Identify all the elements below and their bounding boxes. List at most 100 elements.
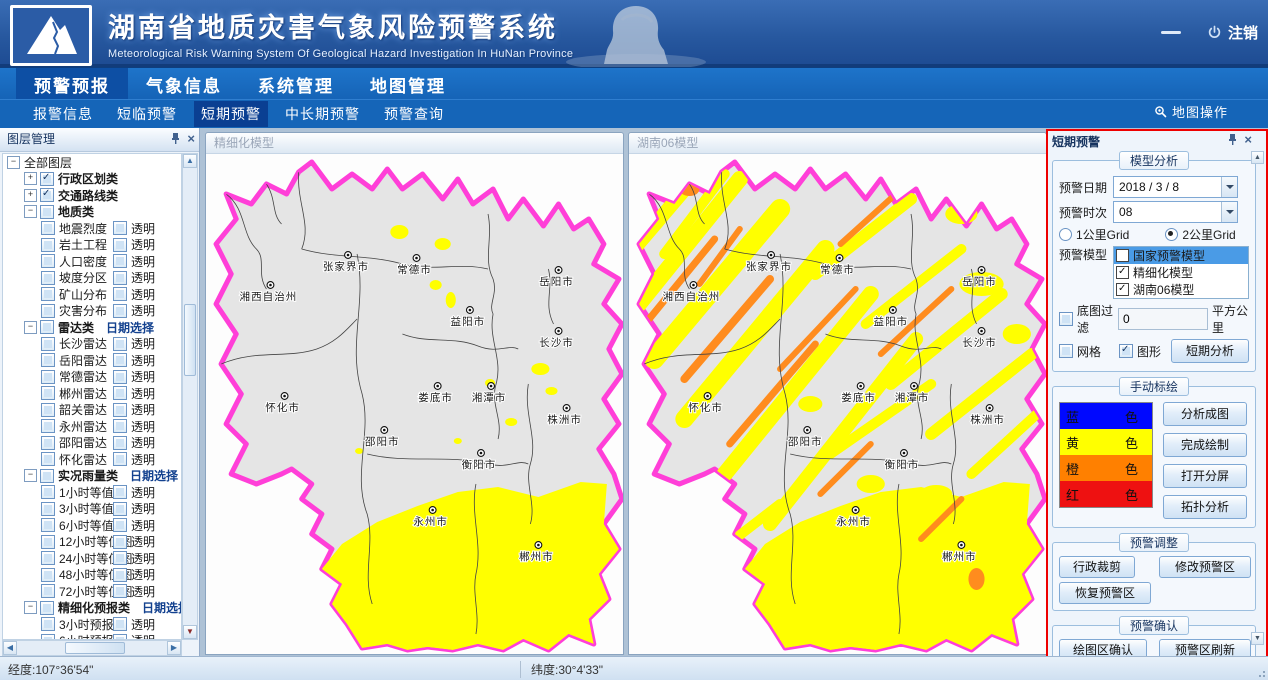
- combo-dropdown-icon[interactable]: [1221, 177, 1238, 197]
- tree-row[interactable]: 地震烈度 透明: [3, 220, 181, 237]
- transparency-checkbox[interactable]: [113, 419, 127, 434]
- map-canvas-hunan06[interactable]: 张家界市 常德市 岳阳市 湘西自治州 益阳市 长沙市 娄底市 湘潭市 怀化市 株洲市 邵阳市 衡阳市永…: [629, 154, 1046, 654]
- nav-item-weather-info[interactable]: 气象信息: [146, 76, 222, 96]
- layer-visibility-checkbox[interactable]: [41, 567, 55, 582]
- minimize-button[interactable]: [1160, 31, 1181, 34]
- model-checkbox[interactable]: [1116, 266, 1130, 279]
- tree-row[interactable]: 岩土工程 透明: [3, 237, 181, 254]
- transparency-checkbox[interactable]: [113, 287, 127, 302]
- layer-visibility-checkbox[interactable]: [41, 221, 55, 236]
- layer-visibility-checkbox[interactable]: [40, 320, 54, 335]
- close-icon[interactable]: ×: [187, 131, 195, 146]
- basemap-filter-label[interactable]: 底图过滤: [1077, 304, 1114, 335]
- tree-row[interactable]: − 实况雨量类 日期选择: [3, 468, 181, 485]
- tree-row[interactable]: 邵阳雷达 透明: [3, 435, 181, 452]
- subnav-warning-query[interactable]: 预警查询: [384, 105, 444, 122]
- grid-1km-label[interactable]: 1公里Grid: [1076, 228, 1130, 242]
- layer-label[interactable]: 韶关雷达: [59, 403, 108, 418]
- layer-label[interactable]: 1小时等值图: [59, 485, 126, 500]
- warning-model-item[interactable]: 国家预警模型: [1114, 247, 1248, 264]
- color-row[interactable]: 蓝色: [1060, 403, 1152, 429]
- layer-visibility-checkbox[interactable]: [41, 551, 55, 566]
- layer-label[interactable]: 岳阳雷达: [59, 353, 108, 368]
- basemap-filter-checkbox[interactable]: [1059, 312, 1073, 326]
- subnav-alarm-info[interactable]: 报警信息: [33, 105, 93, 122]
- transparency-checkbox[interactable]: [113, 254, 127, 269]
- layer-label[interactable]: 3小时等值图: [59, 502, 126, 517]
- scroll-left-icon[interactable]: ◀: [3, 641, 17, 655]
- warning-time-combo[interactable]: 08: [1113, 201, 1239, 223]
- tree-row[interactable]: 常德雷达 透明: [3, 369, 181, 386]
- nav-item-map-mgmt[interactable]: 地图管理: [370, 76, 446, 96]
- transparency-checkbox[interactable]: [113, 353, 127, 368]
- vscroll-thumb[interactable]: [184, 304, 196, 376]
- hscroll-thumb[interactable]: [65, 642, 125, 654]
- model-checkbox[interactable]: [1116, 283, 1130, 296]
- layer-visibility-checkbox[interactable]: [41, 518, 55, 533]
- tree-row[interactable]: 郴州雷达 透明: [3, 385, 181, 402]
- tree-row[interactable]: − 精细化预报类日期选择: [3, 600, 181, 617]
- layer-label[interactable]: 6小时等值图: [59, 518, 126, 533]
- layer-label[interactable]: 3小时预报图: [59, 617, 126, 632]
- tree-row[interactable]: 48小时等值图 透明: [3, 567, 181, 584]
- layer-label[interactable]: 坡度分区: [59, 271, 108, 286]
- sidebar-horizontal-scrollbar[interactable]: ◀ ▶: [2, 640, 182, 656]
- layer-visibility-checkbox[interactable]: [41, 254, 55, 269]
- grid-2km-radio[interactable]: [1165, 228, 1179, 241]
- layer-label[interactable]: 岩土工程: [59, 238, 108, 253]
- transparency-checkbox[interactable]: [113, 551, 127, 566]
- layer-visibility-checkbox[interactable]: [41, 303, 55, 318]
- layer-visibility-checkbox[interactable]: [41, 617, 55, 632]
- layer-visibility-checkbox[interactable]: [41, 435, 55, 450]
- warning-date-combo[interactable]: 2018 / 3 / 8: [1113, 176, 1239, 198]
- transparency-checkbox[interactable]: [113, 633, 127, 639]
- tree-row[interactable]: − 雷达类 日期选择: [3, 319, 181, 336]
- layer-label[interactable]: 实况雨量类: [58, 469, 119, 484]
- panel-scroll-up-icon[interactable]: ▲: [1251, 151, 1264, 164]
- layer-visibility-checkbox[interactable]: [41, 336, 55, 351]
- layer-label[interactable]: 邵阳雷达: [59, 436, 108, 451]
- tree-row[interactable]: 怀化雷达 透明: [3, 451, 181, 468]
- tree-row[interactable]: 12小时等值图 透明: [3, 534, 181, 551]
- refresh-warning-zone-button[interactable]: 预警区刷新: [1159, 639, 1251, 659]
- layer-visibility-checkbox[interactable]: [40, 171, 54, 186]
- layer-visibility-checkbox[interactable]: [40, 600, 54, 615]
- sidebar-vertical-scrollbar[interactable]: ▲ ▼: [182, 153, 198, 640]
- pin-icon[interactable]: [1228, 133, 1237, 146]
- warning-model-item[interactable]: 精细化模型: [1114, 264, 1248, 281]
- map-operations-button[interactable]: 地图操作: [1154, 102, 1228, 121]
- tree-expander-icon[interactable]: −: [24, 469, 37, 483]
- tree-row[interactable]: − 全部图层: [3, 154, 181, 171]
- layer-label[interactable]: 交通路线类: [58, 188, 119, 203]
- layer-visibility-checkbox[interactable]: [41, 386, 55, 401]
- shape-checkbox-label[interactable]: 图形: [1137, 344, 1162, 359]
- layer-visibility-checkbox[interactable]: [41, 501, 55, 516]
- transparency-checkbox[interactable]: [113, 369, 127, 384]
- restore-warning-zone-button[interactable]: 恢复预警区: [1059, 582, 1151, 604]
- layer-visibility-checkbox[interactable]: [41, 584, 55, 599]
- tree-expander-icon[interactable]: −: [24, 601, 37, 615]
- nav-item-warning-forecast[interactable]: 预警预报: [16, 68, 128, 100]
- resize-grip[interactable]: [1255, 667, 1265, 677]
- layer-visibility-checkbox[interactable]: [41, 419, 55, 434]
- layer-label[interactable]: 灾害分布: [59, 304, 108, 319]
- tree-row[interactable]: 人口密度 透明: [3, 253, 181, 270]
- close-icon[interactable]: ×: [1244, 132, 1252, 147]
- map-canvas-refined[interactable]: 张家界市 常德市 岳阳市 湘西自治州 益阳市 长沙市 娄底市 湘潭市 怀化市 株洲市 邵阳市 衡阳市永…: [206, 154, 623, 654]
- layer-visibility-checkbox[interactable]: [41, 633, 55, 639]
- layer-label[interactable]: 地震烈度: [59, 221, 108, 236]
- subnav-nowcast-warning[interactable]: 短临预警: [117, 105, 177, 122]
- color-row[interactable]: 红色: [1060, 481, 1152, 507]
- tree-row[interactable]: 24小时等值图 透明: [3, 550, 181, 567]
- layer-label[interactable]: 长沙雷达: [59, 337, 108, 352]
- tree-row[interactable]: 岳阳雷达 透明: [3, 352, 181, 369]
- color-legend-list[interactable]: 蓝色黄色橙色红色: [1059, 402, 1153, 508]
- transparency-checkbox[interactable]: [113, 221, 127, 236]
- tree-row[interactable]: 72小时等值图 透明: [3, 583, 181, 600]
- layer-label[interactable]: 行政区划类: [58, 172, 119, 187]
- warning-model-item[interactable]: 湖南06模型: [1114, 281, 1248, 298]
- transparency-checkbox[interactable]: [113, 452, 127, 467]
- combo-dropdown-icon[interactable]: [1221, 202, 1238, 222]
- date-select-link[interactable]: 日期选择: [106, 320, 155, 335]
- layer-visibility-checkbox[interactable]: [40, 204, 54, 219]
